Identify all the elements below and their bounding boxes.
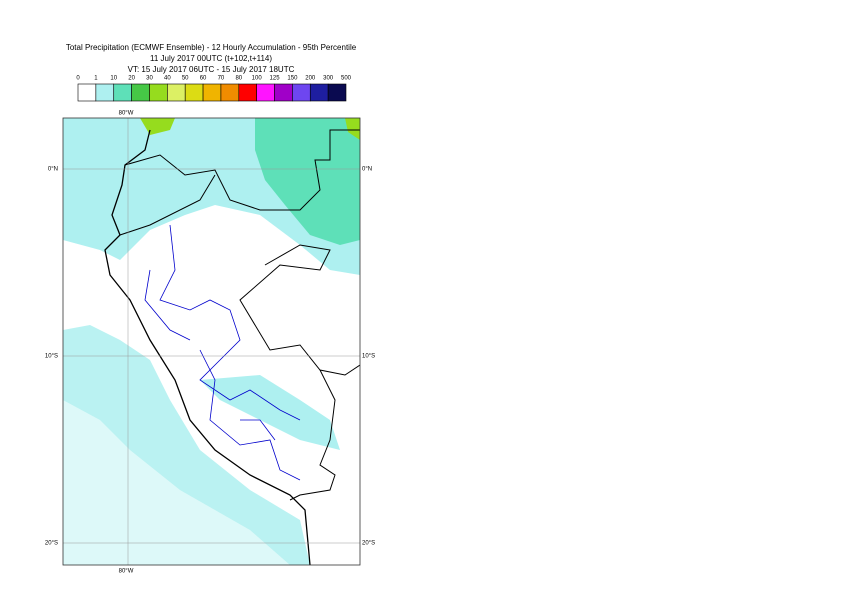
legend-label: 20 xyxy=(128,76,135,82)
legend-label: 300 xyxy=(323,76,334,82)
legend-label: 10 xyxy=(110,76,117,82)
legend-label: 60 xyxy=(200,76,207,82)
lat-label: 20°S xyxy=(45,541,58,547)
legend-swatch xyxy=(77,83,97,102)
lat-label: 0°N xyxy=(48,167,58,173)
legend-label: 40 xyxy=(164,76,171,82)
precip-area xyxy=(200,375,340,450)
legend-swatch xyxy=(167,83,186,102)
lon-label: 80°W xyxy=(119,111,134,117)
legend-label: 200 xyxy=(305,76,316,82)
legend-label: 1 xyxy=(94,76,98,82)
legend-swatch xyxy=(131,83,150,102)
legend-label: 30 xyxy=(146,76,153,82)
legend-swatch xyxy=(149,83,168,102)
lon-label: 80°W xyxy=(119,569,134,575)
legend-swatch xyxy=(309,83,329,102)
run-time: 11 July 2017 00UTC (t+102,t+114) xyxy=(150,54,272,63)
map-frame xyxy=(62,117,361,566)
precip-area xyxy=(140,118,175,135)
legend-swatch xyxy=(238,83,257,102)
region-border xyxy=(144,224,301,481)
legend-label: 125 xyxy=(270,76,281,82)
legend-swatch xyxy=(95,83,115,102)
coastline xyxy=(104,129,311,565)
lat-label: 20°S xyxy=(362,541,375,547)
lat-label: 10°S xyxy=(362,354,375,360)
legend-swatch xyxy=(220,83,240,102)
graticule xyxy=(63,118,360,565)
legend-label: 0 xyxy=(76,76,80,82)
lat-label: 0°N xyxy=(362,167,372,173)
legend: 0 1 10 20 30 40 50 60 70 80 100 125 150 200 300 500 xyxy=(76,76,352,102)
legend-swatch xyxy=(113,83,132,102)
legend-swatch xyxy=(327,83,347,102)
legend-swatch xyxy=(202,83,222,102)
title: Total Precipitation (ECMWF Ensemble) - 1… xyxy=(66,43,357,52)
precip-gap xyxy=(63,400,290,565)
legend-label: 150 xyxy=(287,76,298,82)
border xyxy=(119,129,360,501)
legend-swatch xyxy=(256,83,275,102)
valid-time: VT: 15 July 2017 06UTC - 15 July 2017 18… xyxy=(128,65,295,74)
legend-swatch xyxy=(292,83,311,102)
legend-label: 100 xyxy=(252,76,263,82)
legend-label: 80 xyxy=(235,76,242,82)
map: 80°W 80°W 0°N 0°N 10°S 10°S 20°S 20°S xyxy=(45,111,375,575)
legend-label: 50 xyxy=(182,76,189,82)
legend-label: 70 xyxy=(218,76,225,82)
precip-area xyxy=(255,118,360,245)
precip-area xyxy=(345,118,360,140)
legend-swatch xyxy=(274,83,293,102)
legend-swatch xyxy=(184,83,204,102)
lat-label: 10°S xyxy=(45,354,58,360)
legend-label: 500 xyxy=(341,76,352,82)
